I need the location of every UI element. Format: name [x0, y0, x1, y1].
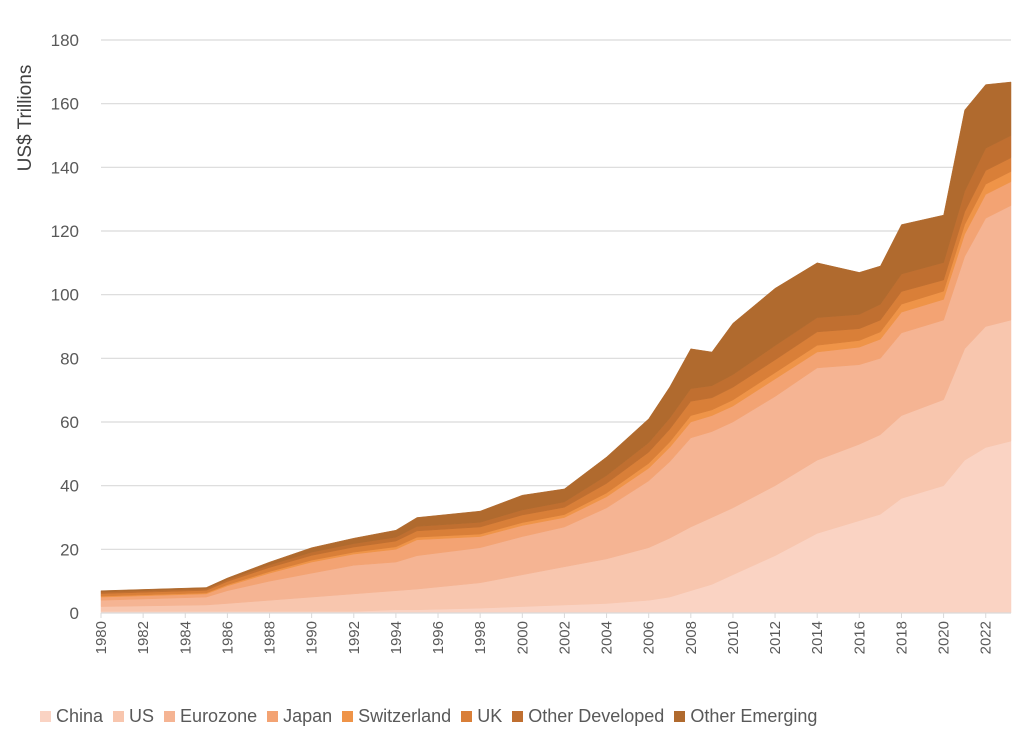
legend-item-other-emerging: Other Emerging: [674, 706, 817, 727]
x-tick-label: 2012: [767, 621, 784, 654]
stacked-areas: [100, 81, 1012, 614]
legend-swatch: [164, 710, 176, 722]
legend-swatch: [342, 710, 354, 722]
y-tick-label: 80: [60, 349, 79, 368]
y-tick-label: 40: [60, 477, 79, 496]
x-tick-label: 2004: [599, 621, 616, 654]
x-tick-labels: 1980 1982 1984 1986 1988 1990 1992 1994 1996 1998…: [93, 613, 995, 654]
y-tick-label: 20: [60, 540, 79, 559]
x-tick-label: 2002: [556, 621, 573, 654]
y-tick-label: 180: [51, 31, 79, 50]
legend-item-eurozone: Eurozone: [164, 706, 257, 727]
legend-swatch: [40, 710, 51, 722]
y-tick-label: 0: [70, 604, 79, 623]
y-tick-label: 160: [51, 95, 79, 114]
legend-swatch: [113, 710, 125, 722]
legend-item-china: China: [40, 706, 103, 727]
x-tick-label: 1998: [472, 621, 489, 654]
x-tick-label: 2010: [725, 621, 742, 654]
x-tick-label: 1990: [304, 621, 321, 654]
legend-label: Eurozone: [180, 705, 258, 726]
x-tick-label: 2006: [641, 621, 658, 654]
y-axis-label: US$ Trillions: [15, 65, 36, 172]
legend-item-other-developed: Other Developed: [512, 706, 664, 727]
legend-label: China: [56, 705, 104, 726]
area-other-emerging: [100, 81, 1012, 593]
legend-swatch: [512, 710, 524, 722]
y-tick-labels: 0 20 40 60 80 100 120 140 160 180: [51, 31, 79, 623]
legend-item-uk: UK: [461, 706, 502, 727]
legend-swatch: [461, 710, 473, 722]
x-tick-label: 1986: [219, 621, 236, 654]
y-tick-label: 120: [51, 222, 79, 241]
legend-swatch: [267, 710, 279, 722]
x-tick-label: 1982: [135, 621, 152, 654]
legend-item-us: US: [113, 706, 154, 727]
x-tick-label: 2014: [809, 621, 826, 654]
gridlines: [101, 39, 1011, 550]
legend-label: Japan: [283, 705, 333, 726]
legend-label: US: [129, 705, 155, 726]
x-tick-label: 2000: [514, 621, 531, 654]
x-tick-label: 2016: [851, 621, 868, 654]
legend-item-japan: Japan: [267, 706, 332, 727]
x-tick-label: 1992: [346, 621, 363, 654]
x-tick-label: 1996: [430, 621, 447, 654]
x-tick-label: 1988: [262, 621, 279, 654]
x-tick-label: 2020: [936, 621, 953, 654]
legend-label: Switzerland: [358, 705, 452, 726]
x-tick-label: 1994: [388, 621, 405, 654]
x-tick-label: 1984: [177, 621, 194, 654]
y-tick-label: 140: [51, 158, 79, 177]
y-tick-label: 100: [51, 286, 79, 305]
legend-label: Other Emerging: [690, 705, 818, 726]
x-tick-label: 2018: [893, 621, 910, 654]
legend: China US Eurozone Japan Switzerland UK Other D…: [40, 703, 1000, 729]
legend-label: UK: [477, 705, 503, 726]
y-tick-label: 60: [60, 413, 79, 432]
x-tick-label: 2022: [978, 621, 995, 654]
legend-swatch: [674, 710, 686, 722]
legend-item-switzerland: Switzerland: [342, 706, 451, 727]
x-tick-label: 1980: [93, 621, 110, 654]
x-tick-label: 2008: [683, 621, 700, 654]
legend-label: Other Developed: [528, 705, 665, 726]
